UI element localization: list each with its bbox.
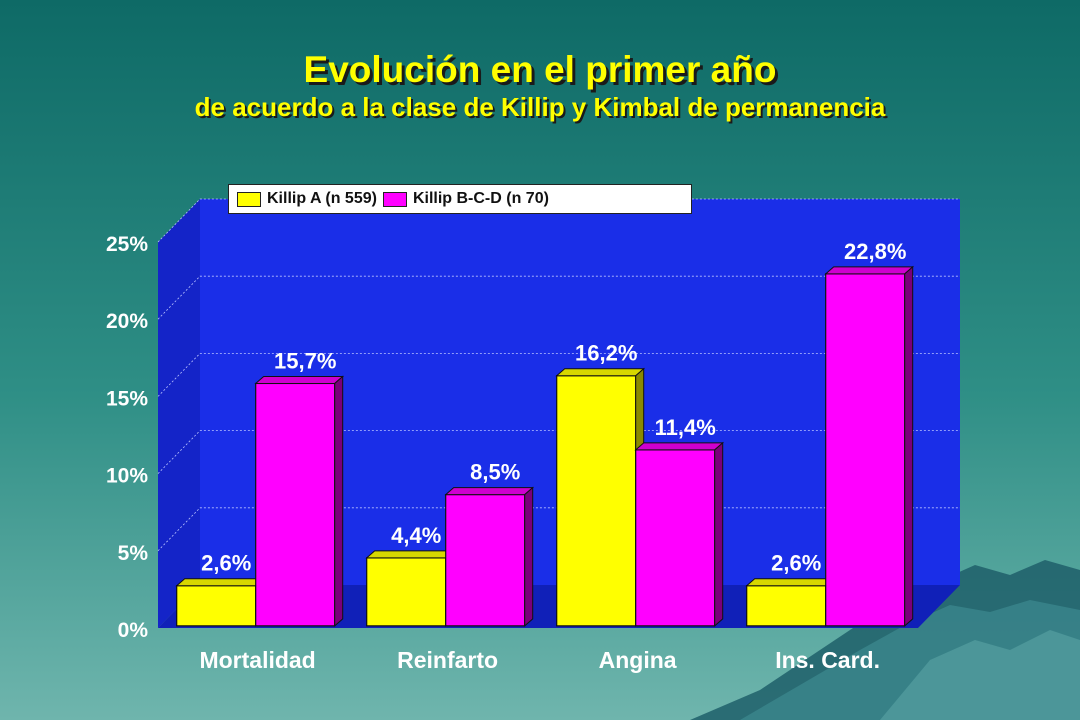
data-label-series-b: 8,5%	[470, 460, 520, 485]
chart-legend: Killip A (n 559) Killip B-C-D (n 70)	[228, 184, 692, 214]
bar-series-b	[445, 494, 526, 627]
y-tick-label: 5%	[118, 542, 149, 565]
bar-top-series-a	[555, 368, 646, 377]
legend-item-series-a: Killip A (n 559)	[237, 190, 377, 208]
bar-side-series-b	[524, 486, 534, 627]
bar-top-series-b	[634, 442, 725, 451]
bar-series-a	[176, 585, 257, 627]
data-label-series-b: 22,8%	[844, 239, 906, 264]
bar-top-series-a	[365, 550, 456, 559]
bar-side-series-b	[904, 265, 914, 627]
x-category-label: Ins. Card.	[775, 647, 880, 673]
y-tick-label: 25%	[106, 233, 148, 256]
data-label-series-a: 4,4%	[391, 523, 441, 548]
bar-series-a	[746, 585, 827, 627]
chart-subtitle: de acuerdo a la clase de Killip y Kimbal…	[194, 92, 886, 122]
data-label-series-b: 15,7%	[274, 348, 336, 373]
bar-side-series-b	[714, 441, 724, 627]
bar-series-b	[825, 273, 906, 627]
bar-top-series-a	[175, 578, 266, 587]
x-category-label: Angina	[599, 647, 677, 673]
bar-top-series-b	[824, 266, 915, 275]
data-label-series-b: 11,4%	[655, 415, 716, 440]
gridline	[157, 507, 960, 552]
plot-side-wall	[158, 199, 200, 628]
bar-top-series-b	[254, 375, 345, 384]
y-tick-label: 20%	[106, 310, 148, 333]
chart-title: Evolución en el primer año	[303, 49, 777, 90]
legend-label-series-b: Killip B-C-D (n 70)	[412, 190, 549, 207]
bar-top-series-a	[745, 578, 836, 587]
data-label-series-a: 16,2%	[575, 341, 637, 366]
data-label-series-a: 2,6%	[771, 551, 821, 576]
legend-swatch-series-b	[382, 191, 407, 207]
gridline	[157, 198, 960, 243]
y-tick-label: 15%	[106, 387, 148, 410]
gridline	[157, 352, 960, 397]
x-category-label: Reinfarto	[397, 647, 498, 673]
bar-series-a	[366, 557, 447, 627]
title-block: Evolución en el primer año de acuerdo a …	[0, 48, 1080, 122]
bar-side-series-b	[334, 375, 344, 627]
bar-series-b	[255, 382, 336, 627]
legend-item-series-b: Killip B-C-D (n 70)	[382, 190, 549, 208]
y-tick-label: 10%	[106, 465, 148, 488]
legend-label-series-a: Killip A (n 559)	[267, 190, 377, 207]
bar-series-a	[556, 375, 637, 627]
gridline	[157, 430, 960, 474]
x-category-label: Mortalidad	[199, 647, 315, 673]
legend-swatch-series-a	[237, 191, 261, 207]
bar-top-series-b	[444, 487, 535, 496]
gridline	[157, 275, 960, 320]
y-tick-label: 0%	[118, 619, 149, 642]
data-label-series-a: 2,6%	[201, 551, 251, 576]
bar-series-b	[635, 449, 716, 627]
